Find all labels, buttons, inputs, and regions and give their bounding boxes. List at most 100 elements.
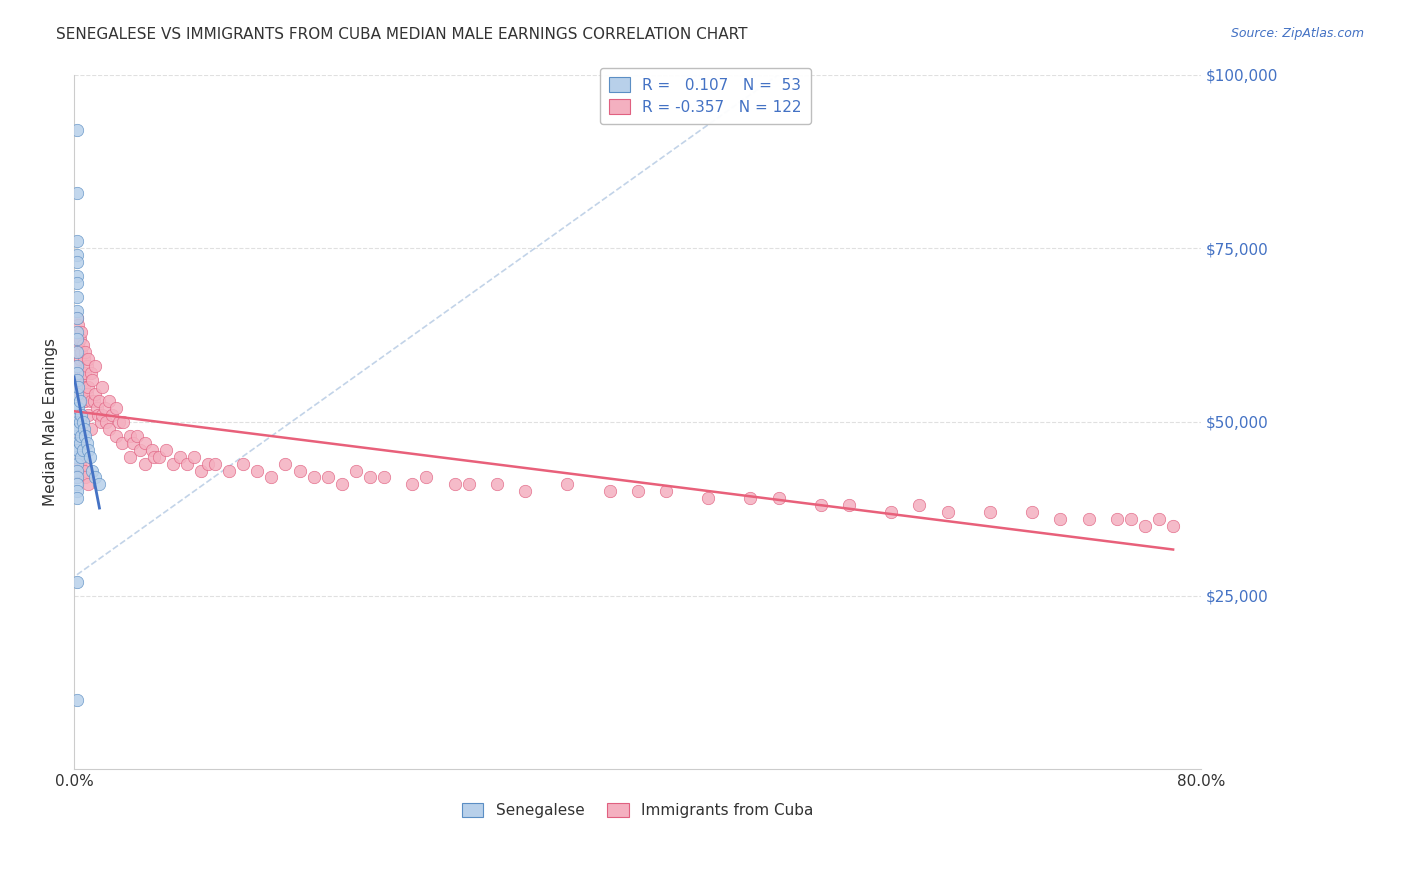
Point <box>75 345 97 359</box>
Point <box>75 470 97 484</box>
Point <box>66 450 89 464</box>
Point <box>1133 519 1156 533</box>
Point <box>183 450 205 464</box>
Point <box>67 380 90 394</box>
Point <box>513 484 536 499</box>
Point <box>908 498 931 512</box>
Point <box>599 484 621 499</box>
Point <box>204 457 226 471</box>
Point <box>66 435 89 450</box>
Point <box>83 394 105 409</box>
Point <box>70 325 93 339</box>
Point <box>66 359 89 374</box>
Point <box>66 373 89 387</box>
Point <box>82 464 104 478</box>
Point <box>1119 512 1142 526</box>
Y-axis label: Median Male Earnings: Median Male Earnings <box>44 338 58 506</box>
Point <box>67 359 90 374</box>
Point <box>69 457 91 471</box>
Point <box>218 464 240 478</box>
Point <box>70 435 93 450</box>
Point <box>76 387 98 401</box>
Point <box>75 394 97 409</box>
Point <box>67 338 90 352</box>
Point <box>302 470 325 484</box>
Point <box>143 450 166 464</box>
Point <box>485 477 508 491</box>
Point <box>443 477 465 491</box>
Point <box>66 429 89 443</box>
Point <box>96 415 118 429</box>
Point <box>73 352 96 367</box>
Point <box>401 477 423 491</box>
Point <box>1105 512 1128 526</box>
Point <box>1049 512 1071 526</box>
Point <box>66 255 89 269</box>
Point <box>373 470 395 484</box>
Point <box>77 442 100 457</box>
Point <box>176 457 198 471</box>
Point <box>105 401 128 415</box>
Point <box>66 332 89 346</box>
Point <box>66 268 89 283</box>
Point <box>84 470 107 484</box>
Point <box>134 435 156 450</box>
Point <box>1077 512 1099 526</box>
Point <box>89 394 111 409</box>
Point <box>86 401 108 415</box>
Point <box>232 457 254 471</box>
Point <box>274 457 297 471</box>
Point <box>70 429 93 443</box>
Point <box>72 415 94 429</box>
Point <box>90 415 112 429</box>
Point <box>70 408 93 422</box>
Point <box>66 457 89 471</box>
Point <box>155 442 177 457</box>
Point <box>72 394 94 409</box>
Legend: Senegalese, Immigrants from Cuba: Senegalese, Immigrants from Cuba <box>456 797 820 824</box>
Point <box>72 457 94 471</box>
Point <box>73 380 96 394</box>
Point <box>66 429 89 443</box>
Point <box>197 457 219 471</box>
Point <box>129 442 152 457</box>
Point <box>69 415 91 429</box>
Point <box>76 435 98 450</box>
Point <box>89 477 111 491</box>
Point <box>67 435 90 450</box>
Point <box>87 408 110 422</box>
Point <box>67 401 90 415</box>
Point <box>66 464 89 478</box>
Point <box>260 470 283 484</box>
Point <box>880 505 903 519</box>
Point <box>162 457 184 471</box>
Point <box>70 366 93 380</box>
Point <box>66 373 89 387</box>
Point <box>838 498 860 512</box>
Point <box>91 408 114 422</box>
Point <box>66 345 89 359</box>
Point <box>66 693 89 707</box>
Point <box>141 442 163 457</box>
Text: SENEGALESE VS IMMIGRANTS FROM CUBA MEDIAN MALE EARNINGS CORRELATION CHART: SENEGALESE VS IMMIGRANTS FROM CUBA MEDIA… <box>56 27 748 42</box>
Point <box>655 484 678 499</box>
Point <box>936 505 959 519</box>
Point <box>70 387 93 401</box>
Point <box>66 574 89 589</box>
Point <box>330 477 353 491</box>
Point <box>246 464 269 478</box>
Point <box>120 450 142 464</box>
Point <box>80 366 103 380</box>
Point <box>77 477 100 491</box>
Point <box>70 408 93 422</box>
Point <box>67 318 90 332</box>
Point <box>66 422 89 436</box>
Point <box>76 359 98 374</box>
Point <box>66 123 89 137</box>
Point <box>359 470 381 484</box>
Point <box>1147 512 1170 526</box>
Point <box>67 442 90 457</box>
Point <box>66 276 89 290</box>
Point <box>316 470 339 484</box>
Point <box>67 380 90 394</box>
